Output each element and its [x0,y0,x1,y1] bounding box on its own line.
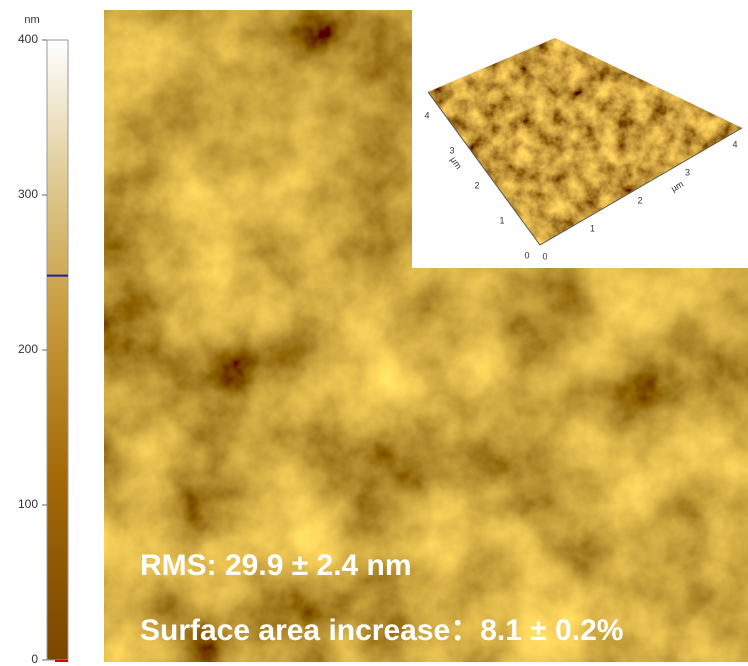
figure: nm RMS: 29.9 ± 2.4 nm Surface area incre… [0,0,748,666]
colorbar-tick-label: 300 [18,187,38,201]
colorbar-tick-label: 0 [31,652,38,666]
inset-x-tick-label: 3 [685,167,690,177]
rms-label: RMS: 29.9 ± 2.4 nm [140,549,412,582]
colorbar-tick-label: 200 [18,342,38,356]
inset-y-tick-label: 2 [474,180,479,190]
inset-x-tick-label: 2 [637,195,642,205]
colorbar-tick-label: 100 [18,497,38,511]
colorbar [47,40,68,660]
inset-x-tick-label: 1 [590,223,595,233]
colorbar-tick-label: 400 [18,32,38,46]
surface-area-label: Surface area increase：8.1 ± 0.2% [140,614,623,647]
page: nm RMS: 29.9 ± 2.4 nm Surface area incre… [0,0,748,666]
inset-y-tick-label: 4 [424,110,429,120]
inset-x-tick-label: 4 [732,139,737,149]
colorbar-unit: nm [24,14,39,26]
inset-y-tick-label: 3 [449,145,454,155]
inset-y-tick-label: 0 [524,250,529,260]
inset-x-tick-label: 0 [542,251,547,261]
inset-y-tick-label: 1 [499,215,504,225]
